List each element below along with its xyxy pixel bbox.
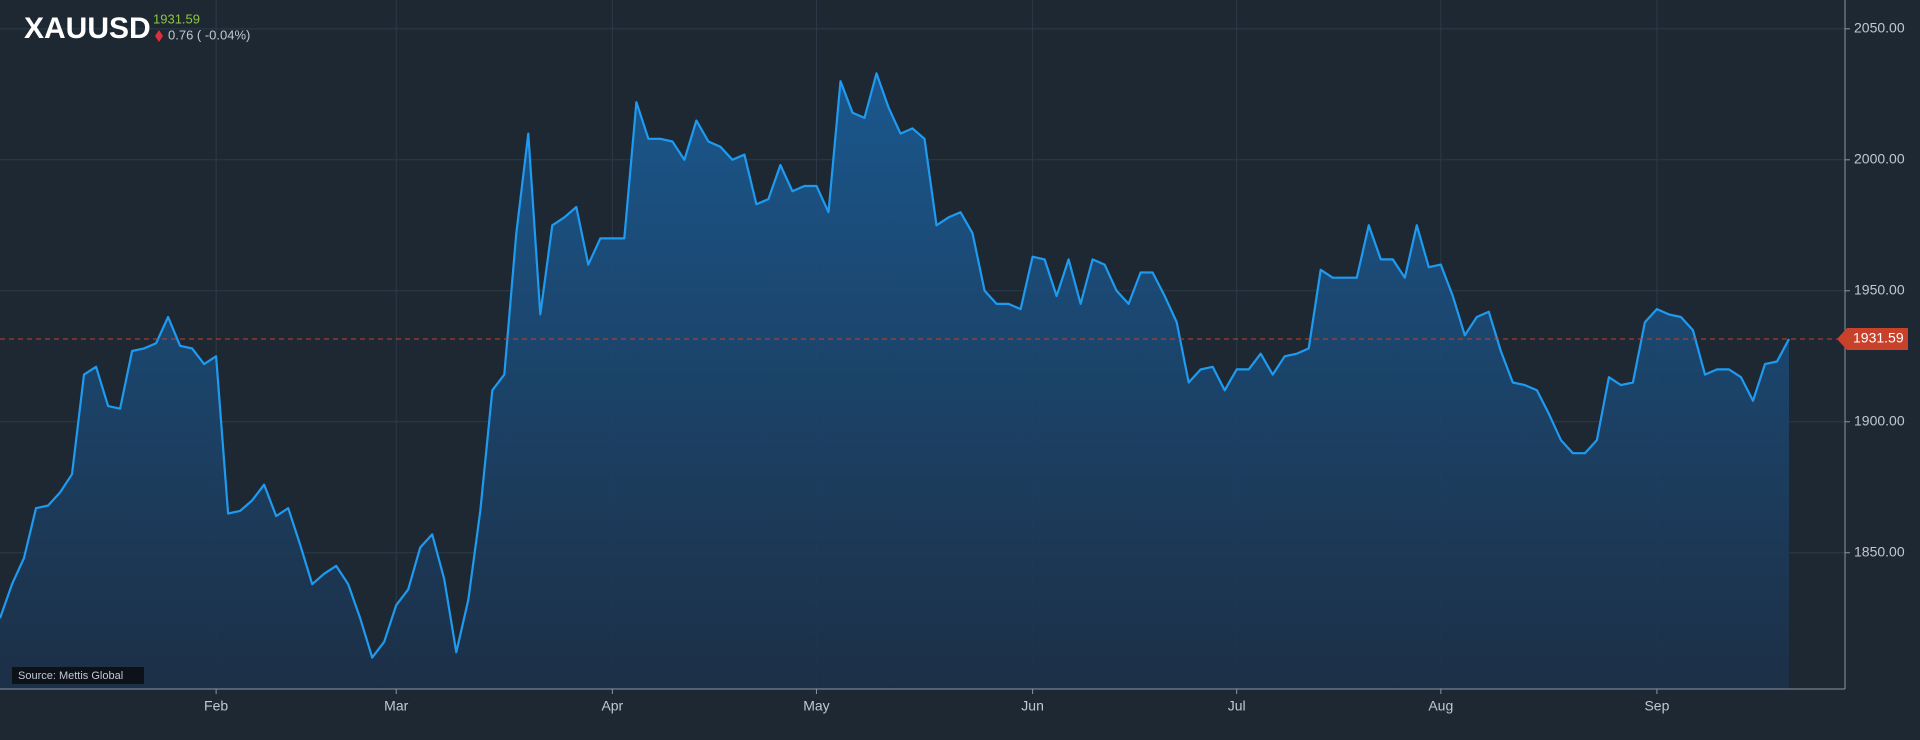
change: 0.76 ( -0.04%) <box>168 27 250 42</box>
last-price-label: 1931.59 <box>1853 330 1904 346</box>
x-tick-label: Aug <box>1428 698 1453 714</box>
x-tick-label: Sep <box>1644 698 1669 714</box>
x-tick-label: May <box>803 698 829 714</box>
y-tick-label: 1900.00 <box>1854 412 1905 428</box>
x-tick-label: Jul <box>1228 698 1246 714</box>
last-price-tag <box>1837 328 1908 351</box>
x-tick-label: Feb <box>204 698 228 714</box>
x-tick-label: Apr <box>601 698 623 714</box>
source-box <box>12 667 144 684</box>
y-tick-label: 2050.00 <box>1854 20 1905 36</box>
x-tick-label: Mar <box>384 698 408 714</box>
down-icon <box>155 30 163 42</box>
line <box>0 72 1790 659</box>
area <box>0 73 1789 689</box>
price: 1931.59 <box>153 11 200 26</box>
x-tick-label: Jun <box>1021 698 1044 714</box>
y-tick-label: 1950.00 <box>1854 281 1905 297</box>
source: Source: Mettis Global <box>18 670 123 682</box>
plot <box>0 72 1790 689</box>
y-tick-label: 1850.00 <box>1854 543 1905 559</box>
symbol: XAUUSD <box>24 12 151 45</box>
y-tick-label: 2000.00 <box>1854 151 1905 167</box>
